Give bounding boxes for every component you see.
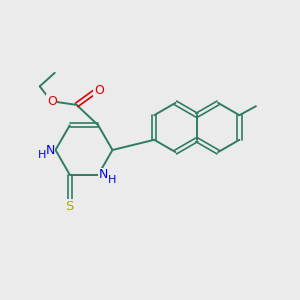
Text: N: N (45, 143, 55, 157)
Text: S: S (66, 200, 74, 213)
Text: H: H (38, 150, 46, 161)
Text: O: O (47, 95, 57, 108)
Text: H: H (108, 175, 116, 185)
Text: N: N (99, 168, 108, 181)
Text: O: O (94, 84, 104, 97)
